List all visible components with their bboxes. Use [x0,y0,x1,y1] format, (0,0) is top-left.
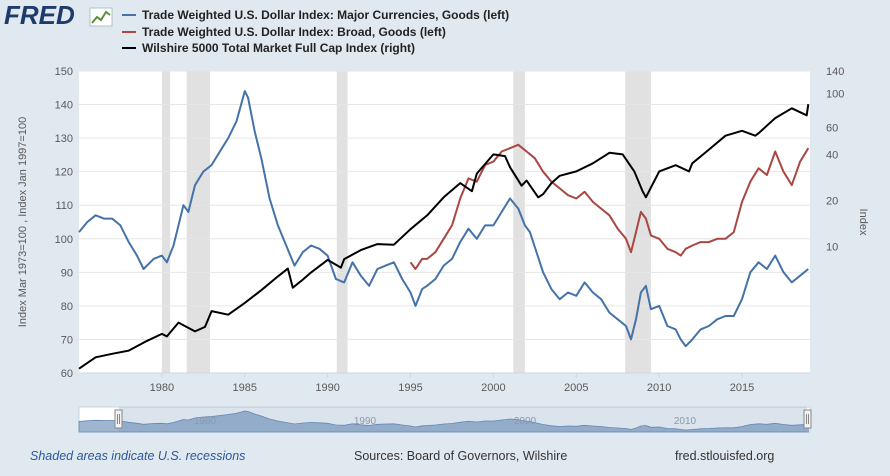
y-left-tick-70: 70 [61,334,73,346]
legend-label-broad: Trade Weighted U.S. Dollar Index: Broad,… [142,25,446,39]
legend-item-major-currencies[interactable]: Trade Weighted U.S. Dollar Index: Major … [122,8,509,22]
site-url[interactable]: fred.stlouisfed.org [675,449,774,463]
navigator-label-2010: 2010 [674,416,697,427]
y-left-tick-90: 90 [61,267,73,279]
y-right-tick-10: 10 [826,242,838,254]
y-left-tick-150: 150 [55,66,73,78]
y-right-tick-40: 40 [826,149,838,161]
navigator-label-2000: 2000 [514,416,537,427]
recession-band-3 [513,71,525,373]
recession-band-1 [186,71,210,373]
y-axis-left-title: Index Mar 1973=100 , Index Jan 1997=100 [17,117,29,327]
recession-band-0 [161,71,171,373]
y-axis-right-ticks: 10 20 40 60 100 140 [826,66,844,254]
series-major-currencies-line [78,90,809,348]
y-right-tick-100: 100 [826,88,844,100]
series-wilshire-line [78,104,810,370]
y-right-tick-60: 60 [826,122,838,134]
sources-text: Sources: Board of Governors, Wilshire [354,449,567,463]
navigator-handle-left[interactable] [114,409,123,429]
y-left-tick-80: 80 [61,301,73,313]
chart-icon [89,7,113,27]
y-axis-right-title: Index [857,209,869,236]
x-tick-1990: 1990 [315,382,339,394]
x-tick-1980: 1980 [150,382,174,394]
navigator-area [78,410,809,433]
y-left-tick-100: 100 [55,234,73,246]
legend-item-wilshire[interactable]: Wilshire 5000 Total Market Full Cap Inde… [122,41,415,55]
x-tick-2010: 2010 [647,382,671,394]
x-tick-2015: 2015 [730,382,754,394]
legend-item-broad[interactable]: Trade Weighted U.S. Dollar Index: Broad,… [122,25,446,39]
navigator-handle-right[interactable] [803,409,812,429]
legend-label-major: Trade Weighted U.S. Dollar Index: Major … [142,8,509,22]
y-right-tick-20: 20 [826,196,838,208]
navigator-selection[interactable] [119,407,807,432]
recession-band-2 [336,71,348,373]
x-tick-2000: 2000 [481,382,505,394]
range-navigator[interactable]: 1980 1990 2000 2010 [78,406,812,433]
y-left-tick-60: 60 [61,368,73,380]
legend: Trade Weighted U.S. Dollar Index: Major … [122,8,509,55]
recessions-note-link[interactable]: Shaded areas indicate U.S. recessions [30,449,245,463]
navigator-label-1990: 1990 [354,416,377,427]
legend-label-wilshire: Wilshire 5000 Total Market Full Cap Inde… [142,41,415,55]
fred-logo-text: FRED [4,0,75,30]
x-axis-ticks: 1980 1985 1990 1995 2000 2005 2010 2015 [79,372,810,394]
fred-logo[interactable]: FRED [4,0,113,30]
y-left-tick-120: 120 [55,167,73,179]
navigator-label-1980: 1980 [194,416,217,427]
x-tick-1985: 1985 [233,382,257,394]
y-left-tick-130: 130 [55,133,73,145]
series-lines [78,90,810,370]
y-right-tick-140: 140 [826,66,844,78]
y-left-tick-110: 110 [55,200,73,212]
x-tick-2005: 2005 [564,382,588,394]
y-axis-left-ticks: 60 70 80 90 100 110 120 130 140 150 [55,66,73,380]
y-left-tick-140: 140 [55,100,73,112]
x-tick-1995: 1995 [398,382,422,394]
